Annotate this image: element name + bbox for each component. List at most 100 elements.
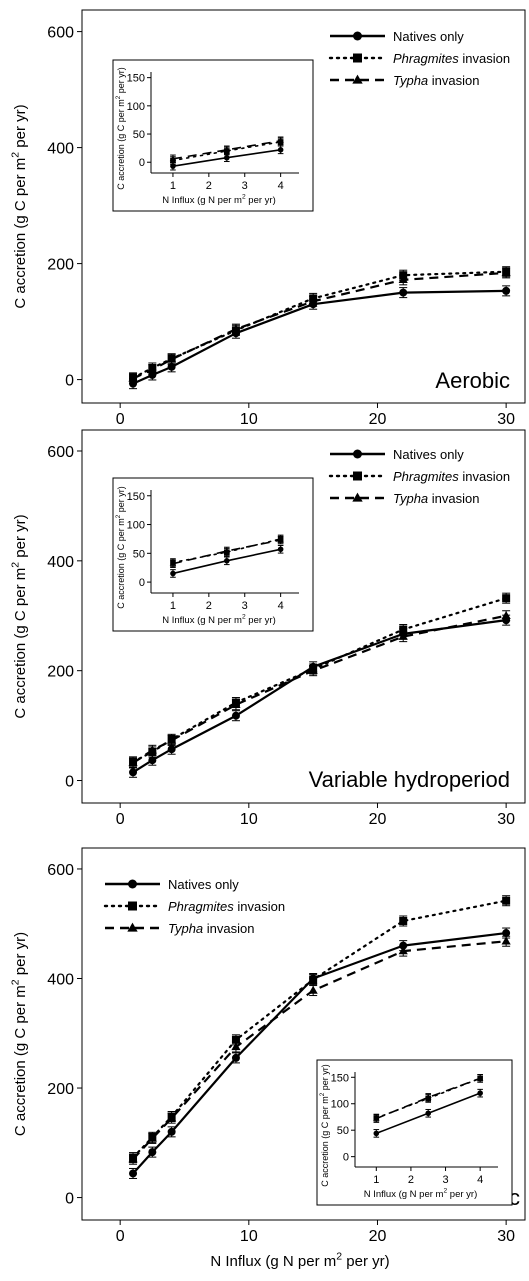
panel-2-point-1-6: [502, 896, 511, 905]
panel-1-y-tick-label: 600: [47, 444, 74, 461]
panel-0-inset-point-2-2: [277, 137, 284, 144]
x-axis-title: N Influx (g N per m2 per yr): [210, 1250, 389, 1270]
panel-2-legend-marker-typha: [127, 922, 138, 932]
panel-2-x-tick-label: 0: [116, 1228, 125, 1245]
panel-2-inset-frame: [316, 1059, 513, 1206]
panel-0-condition-label: Aerobic: [435, 368, 510, 393]
panel-1-y-axis-title: C accretion (g C per m2 per yr): [9, 514, 29, 718]
panel-1-inset-series-line-2: [172, 539, 281, 565]
panel-0-point-2-3: [231, 324, 241, 333]
panel-2-inset-series-line-2: [376, 1077, 481, 1120]
panel-0-inset-x-tick-label: 4: [278, 180, 284, 192]
panel-0-x-tick-label: 30: [497, 411, 515, 428]
panel-1-legend-label-natives: Natives only: [393, 447, 464, 462]
panel-1-inset-x-tick-label: 3: [242, 600, 248, 612]
panel-1-inset-x-axis-title: N Influx (g N per m2 per yr): [162, 614, 276, 626]
panel-1-point-0-3: [231, 711, 240, 720]
panel-2-legend-label-phragmites: Phragmites invasion: [168, 899, 285, 914]
panel-1-point-2-4: [308, 665, 318, 674]
panel-2-point-0-2: [167, 1127, 176, 1136]
panel-0-inset: 0 50 100 150 1 2 3 4N Influx (g N per m2 per yr…: [112, 59, 314, 212]
panel-0-inset-x-tick-label: 1: [170, 180, 176, 192]
panel-1-inset-y-axis-title: C accretion (g C per m2 per yr): [115, 486, 126, 609]
panel-1-x-tick-label: 30: [497, 811, 515, 828]
panel-0-y-tick-label: 0: [65, 373, 74, 390]
panel-2-inset-y-axis-title: C accretion (g C per m2 per yr): [319, 1064, 330, 1187]
panel-0-legend-label-typha: Typha invasion: [393, 73, 479, 88]
panel-1-inset-point-2-1: [223, 547, 231, 554]
panel-2-point-2-5: [398, 946, 408, 955]
panel-0-point-0-5: [399, 288, 408, 297]
panel-1-inset-x-tick-label: 1: [170, 600, 176, 612]
panel-1-y-tick-label: 400: [47, 554, 74, 571]
panel-1-point-0-0: [129, 768, 138, 777]
panel-0-inset-series-line-1: [172, 141, 282, 162]
panel-1-inset-point-0-2: [277, 546, 284, 553]
panel-2-inset: 0 50 100 150 1 2 3 4 N Influx (g N per m2 per yr…: [316, 1059, 513, 1206]
panel-1-x-tick-label: 0: [116, 811, 125, 828]
panel-2-inset-point-0-2: [477, 1090, 483, 1096]
panel-2-point-2-1: [147, 1133, 157, 1142]
panel-1-y-tick-label: 0: [65, 774, 74, 791]
panel-1-condition-label: Variable hydroperiod: [309, 767, 510, 792]
panel-2-inset-point-2-2: [476, 1074, 484, 1081]
panel-0-legend-marker-natives: [353, 31, 362, 41]
panel-1-point-2-6: [501, 610, 511, 619]
panel-2-inset-x-tick-label: 4: [477, 1174, 483, 1186]
panel-1-legend-marker-typha: [352, 492, 363, 502]
panel-0-x-tick-label: 0: [116, 411, 125, 428]
panel-2-inset-x-tick-label: 3: [442, 1174, 448, 1186]
panel-0-legend-label-phragmites: Phragmites invasion: [393, 51, 510, 66]
panel-0-inset-y-tick-label: 0: [139, 157, 145, 169]
panel-0-inset-point-0-2: [277, 147, 284, 153]
panel-1-point-1-5: [399, 625, 408, 634]
panel-0-inset-x-tick-label: 2: [206, 180, 212, 192]
panel-1-point-2-1: [147, 745, 157, 754]
panel-2-legend-marker-natives: [128, 879, 137, 889]
panel-0-point-0-2: [167, 362, 176, 371]
panel-1-point-2-0: [128, 758, 138, 767]
panel-1-inset-x-tick-label: 4: [278, 600, 284, 612]
panel-1-inset-point-0-1: [223, 557, 230, 564]
panel-1-point-2-5: [398, 631, 408, 640]
panel-2-inset-y-tick-label: 0: [343, 1152, 349, 1164]
panel-0-x-tick-label: 10: [240, 411, 258, 428]
panel-0-inset-x-axis-title: N Influx (g N per m2 per yr): [162, 194, 276, 206]
panel-2-y-tick-label: 400: [47, 971, 74, 988]
panel-0-point-2-2: [167, 354, 177, 363]
panel-2-legend-label-typha: Typha invasion: [168, 921, 254, 936]
panel-1-inset-y-tick-label: 100: [127, 520, 145, 532]
panel-0-point-2-4: [308, 296, 318, 305]
panel-1-point-0-2: [167, 745, 176, 754]
panel-0-inset-y-tick-label: 100: [127, 101, 145, 113]
panel-2-inset-y-tick-label: 100: [331, 1099, 349, 1111]
panel-1-legend-marker-phragmites: [353, 471, 362, 481]
panel-2-inset-x-tick-label: 2: [408, 1174, 414, 1186]
panel-2-inset-point-2-1: [425, 1094, 432, 1100]
panel-2-legend-marker-phragmites: [128, 901, 137, 911]
panel-2-x-tick-label: 20: [369, 1228, 387, 1245]
panel-1-x-tick-label: 10: [240, 811, 258, 828]
panel-0-point-2-5: [398, 275, 408, 284]
panel-2-point-1-4: [309, 975, 318, 984]
panel-2-point-0-6: [502, 929, 511, 938]
panel-0-inset-point-2-0: [169, 155, 177, 162]
panel-0-legend-label-natives: Natives only: [393, 29, 464, 44]
panel-2-legend-label-natives: Natives only: [168, 877, 239, 892]
panel-1-inset: 0 50 100 150 1 2 3 4N Influx (g N per m2 per yr…: [112, 477, 314, 632]
panel-1-inset-x-tick-label: 2: [206, 600, 212, 612]
panel-0-inset-point-0-1: [223, 154, 230, 161]
panel-0-inset-y-tick-label: 150: [127, 73, 145, 85]
panel-0-y-tick-label: 600: [47, 25, 74, 42]
panel-1-legend-label-typha: Typha invasion: [393, 491, 479, 506]
panel-0-point-2-1: [147, 364, 157, 373]
panel-0-y-axis-title: C accretion (g C per m2 per yr): [9, 104, 29, 308]
panel-0-inset-y-axis-title: C accretion (g C per m2 per yr): [115, 67, 126, 190]
panel-2-inset-y-tick-label: 50: [337, 1125, 349, 1137]
panel-2-point-2-3: [231, 1042, 241, 1051]
panel-0-inset-x-tick-label: 3: [242, 180, 248, 192]
panel-2-point-1-5: [399, 916, 408, 925]
panel-1-inset-point-2-2: [277, 536, 284, 543]
